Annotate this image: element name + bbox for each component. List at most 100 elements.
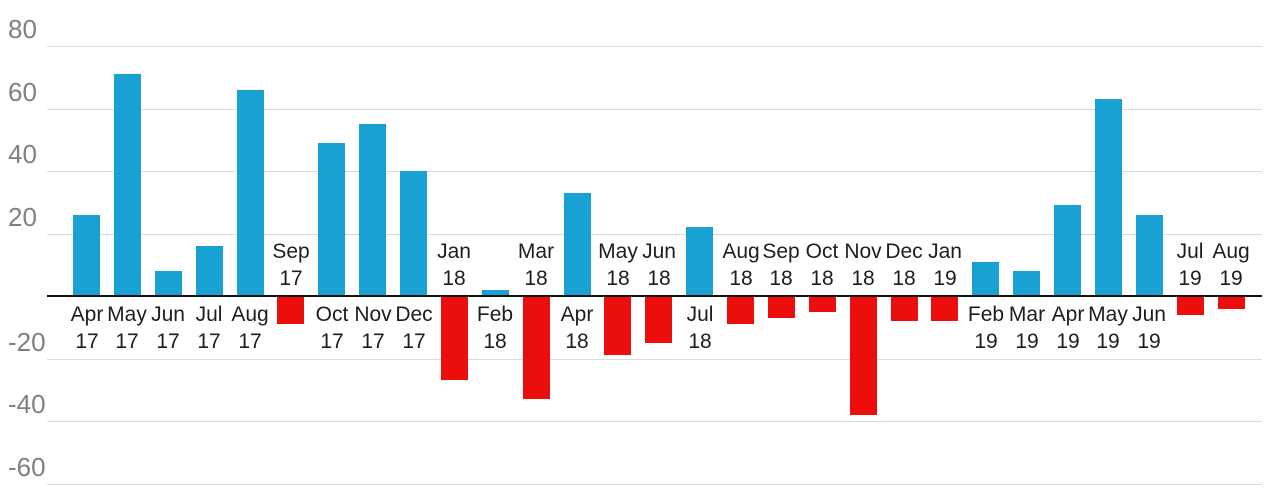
- x-label-jun-19: Jun 19: [1117, 301, 1181, 355]
- x-label-month: Jun: [642, 240, 676, 263]
- x-label-year: 17: [115, 330, 139, 353]
- x-label-year: 19: [1178, 267, 1202, 290]
- x-label-month: Jun: [1132, 303, 1166, 326]
- y-axis-label-20: 20: [8, 202, 37, 232]
- x-label-month: Oct: [805, 240, 839, 263]
- bar-jun-17: [155, 271, 182, 296]
- bar-may-17: [114, 74, 141, 296]
- gridline-80: [47, 46, 1262, 47]
- x-label-month: Aug: [231, 303, 269, 326]
- gridline-40: [47, 171, 1262, 172]
- bar-jul-19: [1177, 296, 1204, 315]
- x-label-nov-18: Nov 18: [831, 238, 895, 292]
- x-label-year: 19: [1219, 267, 1243, 290]
- x-label-month: Nov: [354, 303, 392, 326]
- bar-oct-18: [809, 296, 836, 312]
- x-label-year: 19: [974, 330, 998, 353]
- gridline--60: [47, 484, 1262, 485]
- y-axis-label-60: 60: [8, 77, 37, 107]
- bar-jun-18: [645, 296, 672, 343]
- bar-aug-17: [237, 90, 264, 296]
- x-label-sep-17: Sep 17: [259, 238, 323, 292]
- x-label-dec-17: Dec 17: [382, 301, 446, 355]
- bar-apr-18: [564, 193, 591, 296]
- bar-oct-17: [318, 143, 345, 296]
- x-label-sep-18: Sep 18: [749, 238, 813, 292]
- bar-dec-18: [891, 296, 918, 321]
- x-label-month: Jul: [686, 303, 714, 326]
- bar-feb-19: [972, 262, 999, 296]
- x-label-jan-19: Jan 19: [913, 238, 977, 292]
- bar-jan-18: [441, 296, 468, 380]
- bar-mar-19: [1013, 271, 1040, 296]
- x-label-year: 18: [810, 267, 834, 290]
- x-label-year: 19: [1096, 330, 1120, 353]
- x-label-year: 17: [156, 330, 180, 353]
- bar-dec-17: [400, 171, 427, 296]
- y-axis-label--20: -20: [8, 327, 46, 357]
- x-label-year: 19: [1137, 330, 1161, 353]
- x-label-jan-18: Jan 18: [422, 238, 486, 292]
- x-label-oct-18: Oct 18: [790, 238, 854, 292]
- x-label-month: Aug: [1212, 240, 1250, 263]
- x-label-year: 18: [483, 330, 507, 353]
- y-axis-label-40: 40: [8, 139, 37, 169]
- x-label-month: Mar: [1008, 303, 1046, 326]
- bar-aug-18: [727, 296, 754, 324]
- x-label-month: Oct: [315, 303, 349, 326]
- x-label-year: 17: [279, 267, 303, 290]
- x-label-month: Dec: [885, 240, 923, 263]
- x-label-month: Dec: [395, 303, 433, 326]
- x-label-year: 18: [565, 330, 589, 353]
- x-label-year: 19: [1056, 330, 1080, 353]
- bar-apr-19: [1054, 205, 1081, 296]
- x-label-year: 17: [402, 330, 426, 353]
- x-label-year: 17: [238, 330, 262, 353]
- gridline-20: [47, 234, 1262, 235]
- bar-sep-18: [768, 296, 795, 318]
- x-label-aug-18: Aug 18: [709, 238, 773, 292]
- gridline--40: [47, 421, 1262, 422]
- x-label-month: Jan: [928, 240, 962, 263]
- x-label-year: 18: [688, 330, 712, 353]
- x-label-year: 17: [75, 330, 99, 353]
- x-label-apr-19: Apr 19: [1036, 301, 1100, 355]
- x-label-mar-18: Mar 18: [504, 238, 568, 292]
- x-label-may-19: May 19: [1076, 301, 1140, 355]
- x-label-month: Feb: [967, 303, 1005, 326]
- gridline-60: [47, 109, 1262, 110]
- x-label-month: Apr: [1051, 303, 1085, 326]
- bar-apr-17: [73, 215, 100, 296]
- bar-nov-17: [359, 124, 386, 296]
- x-label-month: Nov: [844, 240, 882, 263]
- gridline--20: [47, 359, 1262, 360]
- x-label-year: 19: [1015, 330, 1039, 353]
- x-label-month: Jun: [151, 303, 185, 326]
- x-label-year: 18: [606, 267, 630, 290]
- x-label-month: Sep: [272, 240, 310, 263]
- bar-feb-18: [482, 290, 509, 296]
- x-label-jul-19: Jul 19: [1158, 238, 1222, 292]
- x-label-nov-17: Nov 17: [341, 301, 405, 355]
- x-label-year: 17: [361, 330, 385, 353]
- x-label-dec-18: Dec 18: [872, 238, 936, 292]
- x-label-year: 18: [892, 267, 916, 290]
- x-label-year: 18: [647, 267, 671, 290]
- y-axis-label--60: -60: [8, 452, 46, 482]
- x-label-jul-18: Jul 18: [668, 301, 732, 355]
- x-label-month: Apr: [70, 303, 104, 326]
- bar-may-19: [1095, 99, 1122, 296]
- bar-may-18: [604, 296, 631, 355]
- y-axis-label--40: -40: [8, 389, 46, 419]
- x-label-apr-17: Apr 17: [55, 301, 119, 355]
- x-label-jun-17: Jun 17: [136, 301, 200, 355]
- x-label-apr-18: Apr 18: [545, 301, 609, 355]
- x-label-year: 18: [769, 267, 793, 290]
- x-label-month: Jan: [437, 240, 471, 263]
- bar-sep-17: [277, 296, 304, 324]
- x-label-feb-19: Feb 19: [954, 301, 1018, 355]
- x-label-month: Mar: [517, 240, 555, 263]
- x-label-month: May: [598, 240, 638, 263]
- x-label-month: Aug: [722, 240, 760, 263]
